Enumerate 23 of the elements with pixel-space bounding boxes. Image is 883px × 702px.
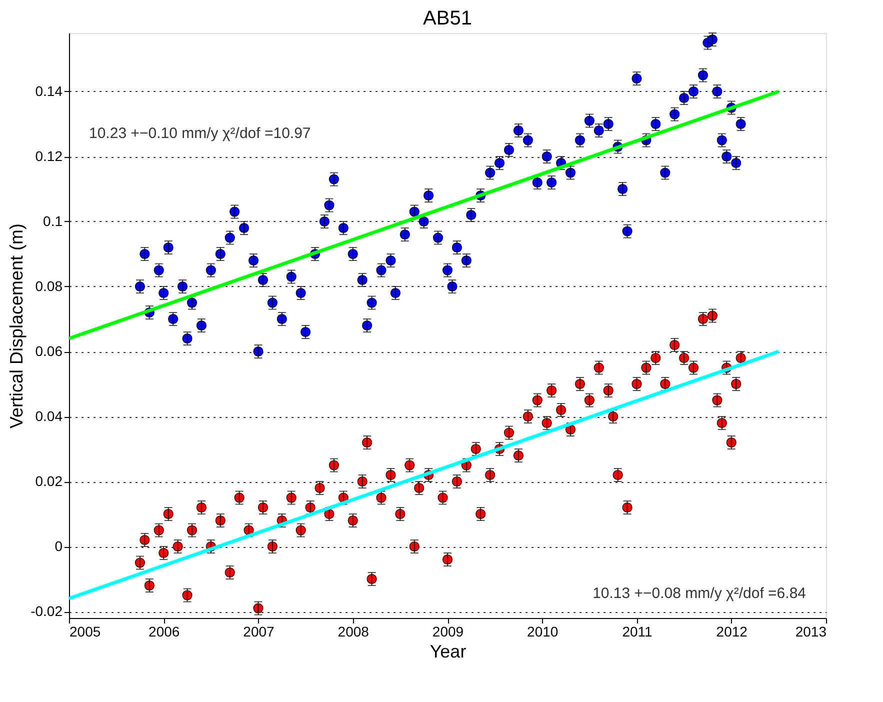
x-tick-label: 2012 bbox=[716, 624, 748, 640]
annotation: 10.23 +−0.10 mm/y χ²/dof =10.97 bbox=[89, 125, 311, 142]
y-tick-label: 0.1 bbox=[43, 213, 63, 229]
y-axis-title: Vertical Displacement (m) bbox=[6, 223, 27, 429]
x-tick-label: 2008 bbox=[338, 624, 370, 640]
x-tick-label: 2007 bbox=[243, 624, 275, 640]
x-axis-title: Year bbox=[430, 642, 466, 662]
y-tick-label: 0 bbox=[54, 538, 63, 554]
x-tick-label: 2005 bbox=[70, 624, 101, 640]
y-tick-label: 0.02 bbox=[35, 473, 63, 489]
x-tick-label: 2006 bbox=[148, 624, 180, 640]
y-tick-label: 0.14 bbox=[35, 83, 63, 99]
y-tick-label: -0.02 bbox=[30, 603, 63, 619]
y-tick-label: 0.04 bbox=[35, 408, 63, 424]
annotation: 10.13 +−0.08 mm/y χ²/dof =6.84 bbox=[592, 585, 806, 602]
y-tick-label: 0.06 bbox=[35, 343, 63, 359]
chart-title: AB51 bbox=[423, 8, 472, 30]
y-tick-label: 0.08 bbox=[35, 278, 63, 294]
y-tick-label: 0.12 bbox=[35, 148, 63, 164]
x-tick-label: 2011 bbox=[622, 624, 653, 640]
x-tick-label: 2009 bbox=[432, 624, 464, 640]
x-tick-label: 2013 bbox=[795, 624, 827, 640]
x-tick-label: 2010 bbox=[527, 624, 558, 640]
